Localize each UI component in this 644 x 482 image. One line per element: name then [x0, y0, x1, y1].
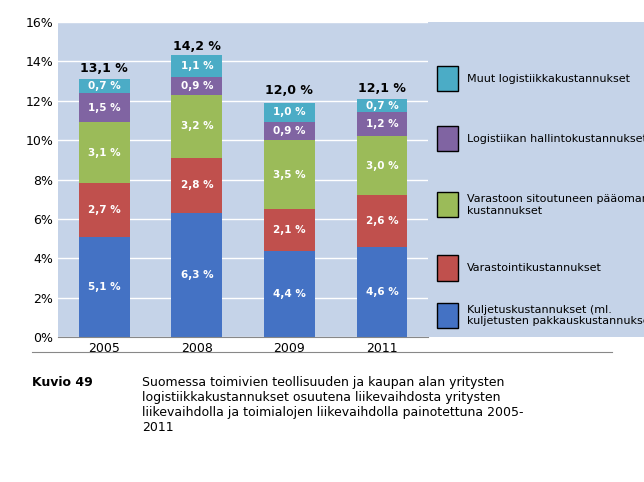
Bar [171, 55, 222, 77]
Text: Muut logistiikkakustannukset: Muut logistiikkakustannukset [467, 74, 630, 83]
Text: 12,1 %: 12,1 % [358, 81, 406, 94]
Text: 3,0 %: 3,0 % [366, 161, 398, 171]
Text: 12,0 %: 12,0 % [265, 84, 314, 97]
Text: 2,1 %: 2,1 % [273, 225, 306, 235]
Bar [171, 213, 222, 337]
Text: 3,1 %: 3,1 % [88, 148, 120, 158]
Bar [264, 251, 315, 337]
Bar [171, 158, 222, 213]
Bar [79, 93, 129, 122]
Bar [264, 140, 315, 209]
FancyBboxPatch shape [437, 192, 459, 217]
Text: 1,1 %: 1,1 % [180, 61, 213, 71]
Bar [264, 103, 315, 122]
Text: 3,2 %: 3,2 % [180, 121, 213, 131]
Bar [357, 112, 408, 136]
Bar [171, 94, 222, 158]
Text: 0,7 %: 0,7 % [88, 81, 120, 91]
Bar [357, 195, 408, 247]
FancyBboxPatch shape [437, 66, 459, 91]
Bar [357, 99, 408, 112]
FancyBboxPatch shape [437, 255, 459, 281]
Bar [79, 122, 129, 184]
Text: 2,8 %: 2,8 % [180, 180, 213, 190]
Text: Logistiikan hallintokustannukset: Logistiikan hallintokustannukset [467, 134, 644, 144]
Bar [357, 136, 408, 195]
Bar [264, 122, 315, 140]
Text: 0,7 %: 0,7 % [366, 101, 399, 110]
Text: Varastoon sitoutuneen pääoman
kustannukset: Varastoon sitoutuneen pääoman kustannuks… [467, 194, 644, 215]
Text: Suomessa toimivien teollisuuden ja kaupan alan yritysten
logistiikkakustannukset: Suomessa toimivien teollisuuden ja kaupa… [142, 376, 523, 434]
Bar [79, 79, 129, 93]
FancyBboxPatch shape [437, 303, 459, 328]
Text: Kuljetuskustannukset (ml.
kuljetusten pakkauskustannukset): Kuljetuskustannukset (ml. kuljetusten pa… [467, 305, 644, 326]
Text: 1,2 %: 1,2 % [366, 120, 398, 129]
Bar [264, 209, 315, 251]
Text: 3,5 %: 3,5 % [273, 170, 306, 180]
Bar [79, 184, 129, 237]
Bar [79, 237, 129, 337]
Bar [171, 77, 222, 94]
Text: 2,7 %: 2,7 % [88, 205, 120, 215]
Text: Varastointikustannukset: Varastointikustannukset [467, 263, 602, 273]
Text: 1,0 %: 1,0 % [273, 107, 306, 118]
Text: 4,6 %: 4,6 % [366, 287, 399, 297]
Text: 0,9 %: 0,9 % [273, 126, 306, 136]
Text: 0,9 %: 0,9 % [180, 81, 213, 91]
Text: 4,4 %: 4,4 % [273, 289, 306, 299]
FancyBboxPatch shape [437, 126, 459, 151]
Text: 13,1 %: 13,1 % [80, 62, 128, 75]
Text: 6,3 %: 6,3 % [180, 270, 213, 280]
Text: 5,1 %: 5,1 % [88, 282, 120, 292]
Text: 2,6 %: 2,6 % [366, 216, 398, 226]
Text: Kuvio 49: Kuvio 49 [32, 376, 93, 389]
Bar [357, 247, 408, 337]
Text: 14,2 %: 14,2 % [173, 40, 221, 53]
Text: 1,5 %: 1,5 % [88, 103, 120, 112]
